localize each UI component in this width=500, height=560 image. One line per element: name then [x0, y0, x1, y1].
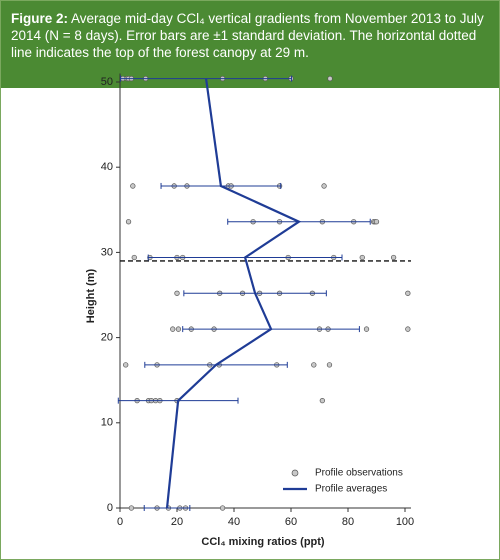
- legend-marker: [291, 469, 299, 477]
- observation-point: [321, 183, 327, 189]
- caption-text: Average mid-day CCl₄ vertical gradients …: [11, 11, 484, 60]
- observation-point: [326, 362, 333, 368]
- x-tick-label: 100: [396, 516, 414, 528]
- observation-point: [128, 505, 135, 511]
- caption: Figure 2: Average mid-day CCl₄ vertical …: [1, 1, 499, 88]
- x-tick-label: 80: [342, 516, 354, 528]
- y-tick-label: 40: [101, 161, 113, 173]
- x-axis-label: CCl₄ mixing ratios (ppt): [201, 536, 325, 548]
- legend-label: Profile averages: [315, 484, 387, 495]
- observation-point: [125, 219, 132, 225]
- observation-point: [405, 326, 411, 332]
- observation-point: [131, 254, 137, 261]
- average-line: [165, 78, 302, 509]
- x-tick-label: 40: [228, 516, 240, 528]
- y-tick-label: 30: [101, 246, 113, 258]
- observation-point: [311, 362, 317, 368]
- caption-label: Figure 2:: [11, 11, 69, 26]
- observation-point: [359, 254, 365, 261]
- observation-point: [219, 505, 226, 511]
- observation-point: [175, 326, 182, 332]
- observation-point: [373, 219, 380, 225]
- x-tick-label: 0: [117, 516, 123, 528]
- observation-point: [123, 362, 129, 368]
- y-tick-label: 0: [107, 502, 113, 514]
- observation-point: [130, 183, 136, 189]
- y-tick-label: 20: [101, 332, 113, 344]
- y-axis-label: Height (m): [85, 268, 97, 323]
- observation-point: [363, 326, 370, 332]
- x-tick-label: 20: [171, 516, 183, 528]
- x-tick-label: 60: [285, 516, 297, 528]
- observation-point: [405, 290, 411, 296]
- observation-point: [327, 75, 333, 82]
- observation-point: [174, 290, 180, 296]
- observation-point: [390, 254, 397, 261]
- y-tick-label: 10: [101, 417, 113, 429]
- observation-point: [319, 397, 326, 404]
- legend-label: Profile observations: [315, 468, 403, 479]
- y-tick-label: 50: [101, 76, 113, 88]
- observation-point: [170, 326, 176, 332]
